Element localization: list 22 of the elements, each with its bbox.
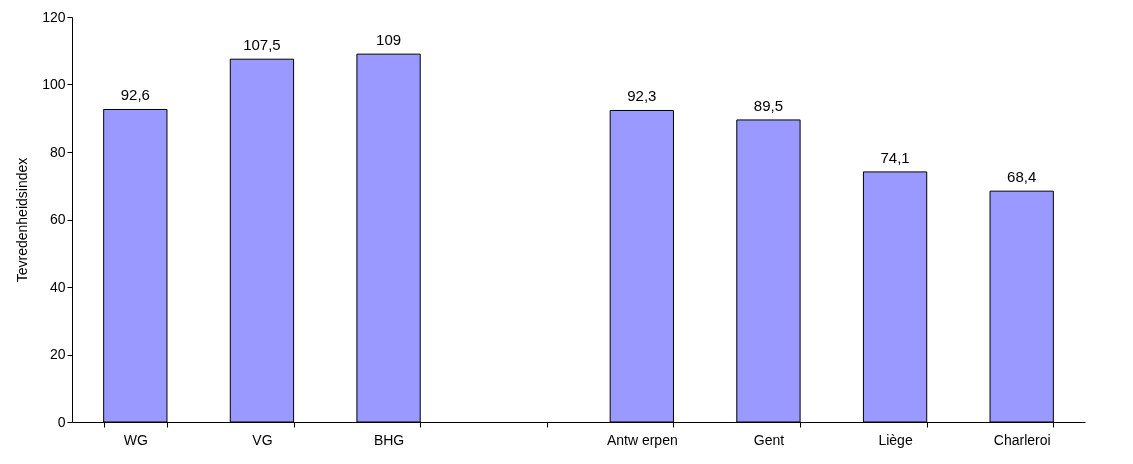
data-label: 92,3 [627,87,657,105]
y-tick-label: 0 [57,413,66,430]
data-label: 74,1 [880,148,910,166]
y-tick-label: 120 [42,8,66,25]
x-tick-label: BHG [373,431,405,448]
data-label: 109 [376,31,402,49]
data-label: 92,6 [120,86,150,104]
y-tick-label: 60 [49,211,66,227]
x-tick-label: Liège [878,431,913,448]
x-tick-label: Antw erpen [606,431,678,448]
data-label: 107,5 [243,36,281,54]
y-axis-title: Tevredenheidsindex [14,157,31,283]
y-tick-label: 20 [49,346,66,362]
y-tick-label: 40 [49,278,66,295]
x-tick-label: VG [252,431,273,448]
data-label: 89,5 [753,96,784,114]
x-tick-label: WG [123,431,148,448]
data-label: 68,4 [1007,168,1037,186]
y-tick-label: 80 [49,143,66,160]
y-tick-label: 100 [42,76,66,92]
x-tick-label: Charleroi [993,431,1051,448]
x-tick-label: Gent [753,431,785,448]
